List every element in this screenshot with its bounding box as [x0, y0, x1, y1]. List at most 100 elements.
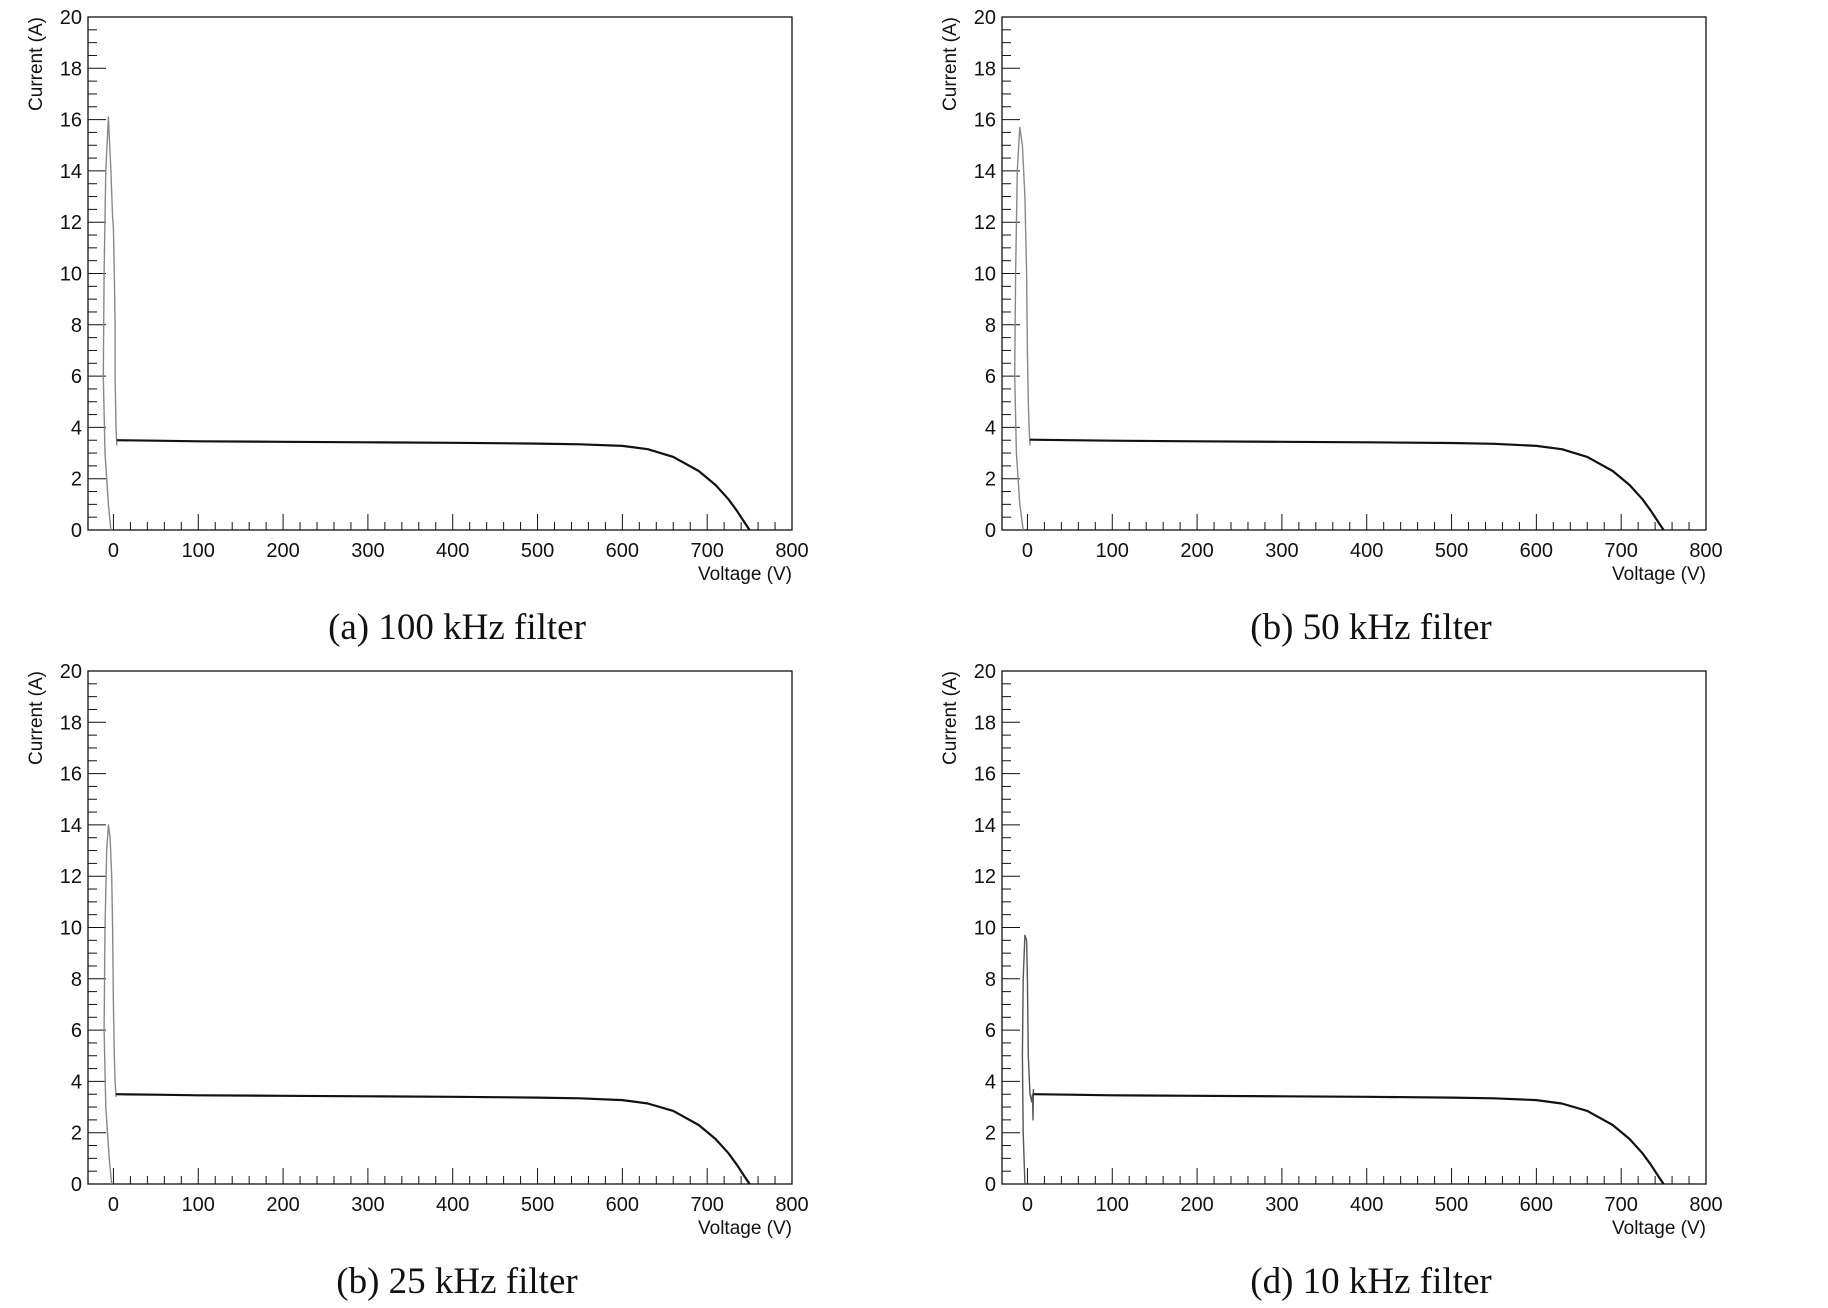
y-tick-label: 16 — [974, 764, 996, 786]
y-tick-label: 4 — [71, 1071, 82, 1093]
y-tick-label: 20 — [974, 661, 996, 683]
y-axis-title: Current (A) — [940, 671, 961, 765]
y-tick-label: 12 — [60, 866, 82, 888]
chart-d-caption: (d) 10 kHz filter — [1250, 1261, 1492, 1302]
x-tick-label: 800 — [1689, 540, 1722, 562]
x-tick-label: 500 — [1435, 1194, 1468, 1216]
y-tick-label: 10 — [974, 264, 996, 286]
y-tick-label: 20 — [974, 7, 996, 29]
x-tick-label: 600 — [1520, 540, 1553, 562]
y-tick-label: 6 — [71, 1020, 82, 1042]
y-tick-label: 18 — [974, 58, 996, 80]
chart-panel-b: 0 100 200 300 400 500 600 700 800 0 2 4 6 8 10 12 14 16 18… — [914, 0, 1828, 654]
y-tick-label: 14 — [974, 161, 996, 183]
y-tick-label: 12 — [60, 212, 82, 234]
y-tick-label: 2 — [985, 469, 996, 491]
plot-frame — [1001, 670, 1707, 1185]
y-axis-title: Current (A) — [940, 17, 961, 111]
plot-frame — [87, 670, 793, 1185]
series-line-2 — [1029, 438, 1665, 531]
y-tick-label: 2 — [71, 1123, 82, 1145]
x-tick-label: 0 — [1022, 540, 1033, 562]
chart-panel-a: 0 100 200 300 400 500 600 700 800 0 2 4 6 8 10 12 14 16 18… — [0, 0, 914, 654]
x-tick-label: 300 — [351, 1194, 384, 1216]
x-tick-label: 200 — [1180, 540, 1213, 562]
y-tick-label: 10 — [60, 918, 82, 940]
x-tick-label: 200 — [266, 540, 299, 562]
plot-frame — [87, 16, 793, 531]
x-tick-label: 800 — [775, 540, 808, 562]
x-tick-label: 800 — [775, 1194, 808, 1216]
chart-c-svg: 0 100 200 300 400 500 600 700 800 0 2 4 6 8 10 12 14 16 18… — [26, 661, 809, 1239]
x-tick-label: 700 — [690, 1194, 723, 1216]
y-tick-label: 10 — [974, 918, 996, 940]
y-tick-label: 8 — [985, 315, 996, 337]
x-tick-label: 0 — [108, 1194, 119, 1216]
y-tick-label: 6 — [985, 366, 996, 388]
y-tick-label: 14 — [974, 815, 996, 837]
y-tick-label: 4 — [71, 417, 82, 439]
y-tick-label: 0 — [71, 520, 82, 542]
y-axis-title: Current (A) — [26, 17, 47, 111]
y-tick-label: 20 — [60, 661, 82, 683]
chart-b-svg: 0 100 200 300 400 500 600 700 800 0 2 4 6 8 10 12 14 16 18… — [940, 7, 1723, 585]
y-tick-label: 16 — [60, 110, 82, 132]
x-tick-label: 400 — [1350, 1194, 1383, 1216]
series-line-1 — [102, 116, 118, 531]
y-tick-label: 0 — [985, 520, 996, 542]
series-line-1 — [103, 824, 117, 1185]
x-axis-title: Voltage (V) — [1612, 564, 1706, 585]
y-tick-label: 10 — [60, 264, 82, 286]
chart-c-caption: (b) 25 kHz filter — [336, 1261, 578, 1302]
x-tick-label: 0 — [108, 540, 119, 562]
x-tick-label: 500 — [1435, 540, 1468, 562]
y-tick-label: 8 — [71, 315, 82, 337]
y-tick-label: 12 — [974, 866, 996, 888]
x-tick-label: 200 — [1180, 1194, 1213, 1216]
x-tick-label: 400 — [436, 1194, 469, 1216]
y-tick-label: 0 — [985, 1174, 996, 1196]
x-axis-title: Voltage (V) — [698, 564, 792, 585]
x-tick-label: 800 — [1689, 1194, 1722, 1216]
plot-frame — [1001, 16, 1707, 531]
y-tick-label: 0 — [71, 1174, 82, 1196]
x-tick-label: 700 — [1604, 1194, 1637, 1216]
x-tick-label: 500 — [521, 540, 554, 562]
x-tick-label: 700 — [1604, 540, 1637, 562]
chart-b-caption: (b) 50 kHz filter — [1250, 607, 1492, 648]
x-tick-label: 300 — [1265, 1194, 1298, 1216]
x-tick-label: 100 — [182, 1194, 215, 1216]
x-axis-title: Voltage (V) — [1612, 1218, 1706, 1239]
y-tick-label: 16 — [974, 110, 996, 132]
series-line-1 — [1013, 126, 1031, 531]
chart-a-svg: 0 100 200 300 400 500 600 700 800 0 2 4 6 8 10 12 14 16 18… — [26, 7, 809, 585]
x-tick-label: 600 — [1520, 1194, 1553, 1216]
x-tick-label: 300 — [351, 540, 384, 562]
series-line-2 — [116, 439, 751, 531]
x-tick-label: 600 — [606, 1194, 639, 1216]
y-tick-label: 18 — [974, 712, 996, 734]
y-tick-label: 20 — [60, 7, 82, 29]
chart-a-caption: (a) 100 kHz filter — [328, 607, 586, 648]
y-tick-label: 18 — [60, 58, 82, 80]
series-line-1 — [1021, 934, 1035, 1185]
x-tick-label: 100 — [1096, 540, 1129, 562]
x-tick-label: 0 — [1022, 1194, 1033, 1216]
x-tick-label: 600 — [606, 540, 639, 562]
y-axis-title: Current (A) — [26, 671, 47, 765]
x-tick-label: 400 — [436, 540, 469, 562]
x-tick-label: 500 — [521, 1194, 554, 1216]
chart-d-svg: 0 100 200 300 400 500 600 700 800 0 2 4 6 8 10 12 14 16 18… — [940, 661, 1723, 1239]
x-tick-label: 700 — [690, 540, 723, 562]
x-tick-label: 400 — [1350, 540, 1383, 562]
y-tick-label: 8 — [71, 969, 82, 991]
y-tick-label: 4 — [985, 1071, 996, 1093]
y-tick-label: 14 — [60, 815, 82, 837]
y-tick-label: 2 — [71, 469, 82, 491]
y-tick-label: 14 — [60, 161, 82, 183]
x-tick-label: 100 — [182, 540, 215, 562]
chart-panel-d: 0 100 200 300 400 500 600 700 800 0 2 4 6 8 10 12 14 16 18… — [914, 654, 1828, 1308]
y-tick-label: 6 — [985, 1020, 996, 1042]
x-tick-label: 200 — [266, 1194, 299, 1216]
y-tick-label: 16 — [60, 764, 82, 786]
